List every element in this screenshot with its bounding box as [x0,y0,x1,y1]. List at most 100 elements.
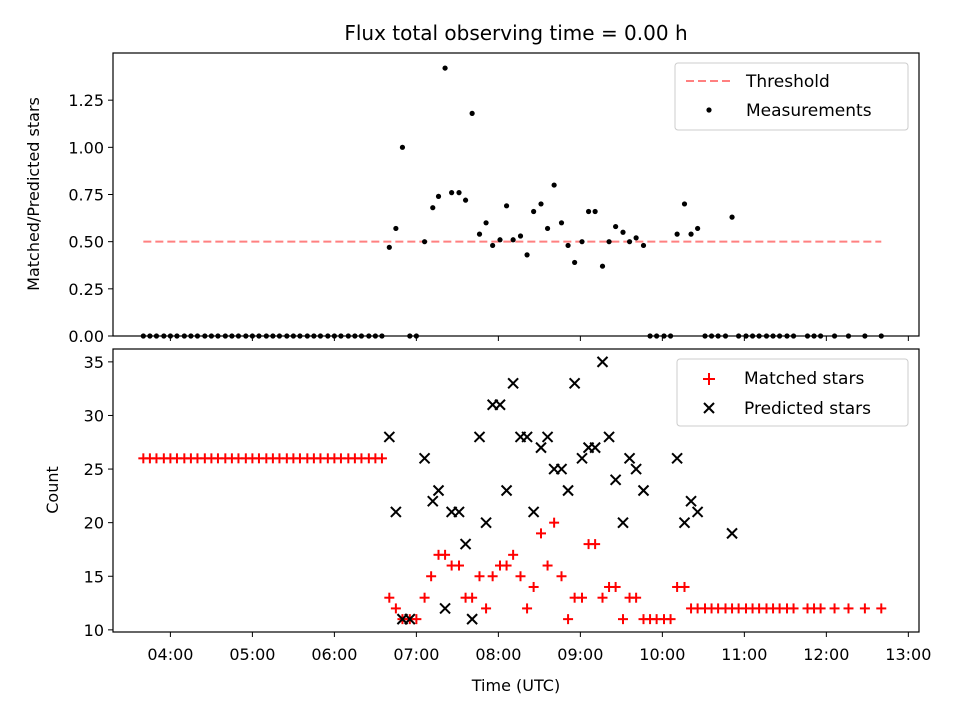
measurement-point [674,231,680,237]
predicted-star-point [427,495,439,507]
legend-predicted-label: Predicted stars [744,399,871,419]
ratio-legend: Threshold Measurements [674,62,909,131]
x-tick-label: 04:00 [147,645,193,664]
predicted-star-point [500,484,513,497]
x-tick-label: 09:00 [557,645,603,664]
predicted-star-point [418,452,431,465]
ratio-y-axis-label: Matched/Predicted stars [24,97,43,291]
predicted-star-point [609,474,622,486]
matched-star-point [390,603,401,614]
matched-star-point [610,581,621,592]
matched-star-point [411,614,422,625]
matched-star-point [376,453,387,464]
predicted-star-point [480,516,492,529]
measurement-point [606,239,612,245]
x-tick-label: 11:00 [721,645,767,664]
measurement-point [503,203,510,209]
legend-predicted-swatch [703,402,715,414]
predicted-star-point [541,431,554,443]
predicted-star-point [568,377,581,390]
matched-star-point [440,549,451,560]
matched-star-point [501,560,512,571]
predicted-star-point [596,356,609,368]
measurement-point [572,259,578,266]
predicted-star-point [637,484,650,497]
matched-star-point [876,603,887,614]
ratio-y-tick-label: 0.75 [68,186,104,205]
ratio-y-tick-label: 0.25 [68,280,104,299]
measurement-point [430,205,436,211]
measurement-point [476,231,483,237]
matched-star-point [665,614,676,625]
measurement-point [442,65,448,71]
measurement-point [386,244,392,250]
measurement-point [688,231,694,237]
count-axes-frame [112,348,920,633]
matched-star-point [487,571,498,582]
predicted-star-point [603,431,615,443]
predicted-star-point [576,452,588,465]
ratio-legend-box [674,62,909,131]
matched-star-point [454,560,465,571]
predicted-star-point [726,527,738,540]
measurement-point [393,225,399,232]
predicted-star-point [521,431,533,443]
matched-star-point [597,592,608,603]
measurement-point [585,208,592,215]
matched-star-point [679,581,690,592]
measurement-point [558,220,565,226]
count-y-axis-label: Count [43,466,62,514]
measurement-point [531,208,537,215]
predicted-star-point [617,516,629,529]
count-y-tick-label: 15 [84,567,104,586]
count-y-tick-label: 30 [84,406,104,425]
predicted-star-point [671,452,683,465]
measurement-point [620,229,626,235]
measurement-point [626,239,633,245]
x-tick-label: 06:00 [311,645,357,664]
predicted-star-point [685,495,697,507]
measurement-point [681,201,688,207]
measurement-point [524,252,530,258]
predicted-star-point [466,613,478,625]
predicted-star-point [535,441,547,454]
measurement-point [565,242,571,249]
x-tick-label: 12:00 [803,645,849,664]
matched-star-point [426,571,437,582]
legend-matched-swatch [703,373,715,385]
matched-star-point [549,517,560,528]
x-tick-label: 08:00 [475,645,521,664]
measurement-point [449,190,455,196]
matched-star-point [384,592,395,603]
predicted-star-point [390,506,402,518]
measurement-point [483,220,489,226]
predicted-star-point [453,506,465,518]
predicted-star-point [507,377,519,390]
ratio-y-tick-label: 0.50 [68,233,104,252]
legend-measurements-label: Measurements [746,101,872,121]
matched-star-point [859,603,870,614]
predicted-star-point [432,484,445,497]
predicted-star-point [678,516,691,529]
matched-star-point [556,571,567,582]
matched-star-point [788,603,799,614]
predicted-star-point [383,431,396,443]
measurement-point [633,235,639,241]
measurement-point [469,110,475,116]
measurement-point [435,193,442,199]
measurement-point [456,190,462,196]
matched-star-point [590,539,601,550]
measurement-point [599,263,606,269]
predicted-star-point [555,463,568,475]
legend-threshold-label: Threshold [745,72,830,92]
predicted-star-point [459,538,472,550]
count-y-tick-label: 35 [84,353,104,372]
matched-star-point [542,560,553,571]
predicted-star-point [404,613,416,625]
measurement-point [640,242,647,249]
count-legend: Matched stars Predicted stars [676,358,909,427]
x-axis-label: Time (UTC) [471,676,560,695]
ratio-y-tick-label: 1.25 [68,91,104,110]
predicted-star-point [527,506,540,518]
